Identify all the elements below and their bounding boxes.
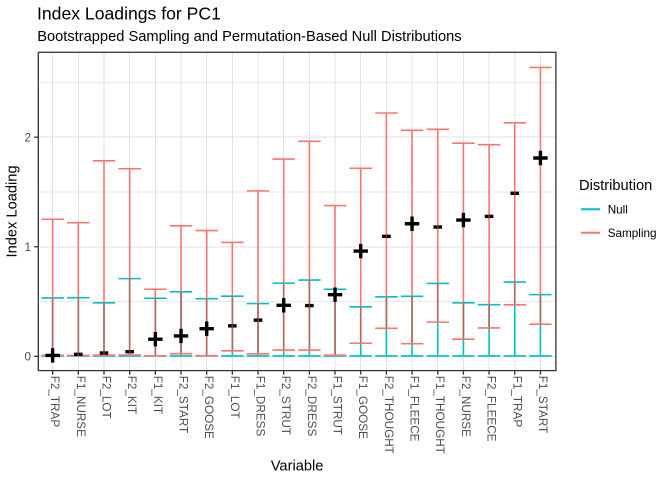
svg-text:F2_KIT: F2_KIT <box>125 376 138 414</box>
svg-text:F2_LOT: F2_LOT <box>100 376 113 419</box>
svg-text:F2_START: F2_START <box>177 376 190 434</box>
svg-text:F2_STRUT: F2_STRUT <box>279 376 292 435</box>
svg-text:F1_LOT: F1_LOT <box>228 376 241 419</box>
svg-text:F2_THOUGHT: F2_THOUGHT <box>382 376 395 454</box>
svg-text:F2_GOOSE: F2_GOOSE <box>202 376 215 439</box>
svg-text:F2_TRAP: F2_TRAP <box>48 376 61 428</box>
svg-text:F1_STRUT: F1_STRUT <box>331 376 344 435</box>
svg-text:Null: Null <box>608 203 628 216</box>
svg-text:Index Loading: Index Loading <box>5 165 21 257</box>
svg-text:F1_START: F1_START <box>536 376 549 434</box>
svg-text:F2_FLEECE: F2_FLEECE <box>485 376 498 442</box>
svg-text:F1_TRAP: F1_TRAP <box>510 376 523 428</box>
svg-text:F1_THOUGHT: F1_THOUGHT <box>433 376 446 454</box>
svg-text:Variable: Variable <box>271 458 324 474</box>
svg-text:0: 0 <box>24 351 31 364</box>
svg-text:1: 1 <box>24 241 31 254</box>
svg-text:F2_DRESS: F2_DRESS <box>305 376 318 437</box>
svg-text:F1_GOOSE: F1_GOOSE <box>356 376 369 439</box>
svg-text:F1_FLEECE: F1_FLEECE <box>408 376 421 442</box>
svg-text:Distribution: Distribution <box>579 178 652 194</box>
svg-text:F1_NURSE: F1_NURSE <box>74 376 87 437</box>
svg-text:Index Loadings for PC1: Index Loadings for PC1 <box>37 4 221 24</box>
svg-text:F1_KIT: F1_KIT <box>151 376 164 414</box>
svg-text:Sampling: Sampling <box>608 227 657 240</box>
svg-text:F1_DRESS: F1_DRESS <box>254 376 267 437</box>
svg-text:2: 2 <box>24 131 31 144</box>
svg-text:F2_NURSE: F2_NURSE <box>459 376 472 437</box>
svg-text:Bootstrapped Sampling and Perm: Bootstrapped Sampling and Permutation-Ba… <box>37 29 461 45</box>
